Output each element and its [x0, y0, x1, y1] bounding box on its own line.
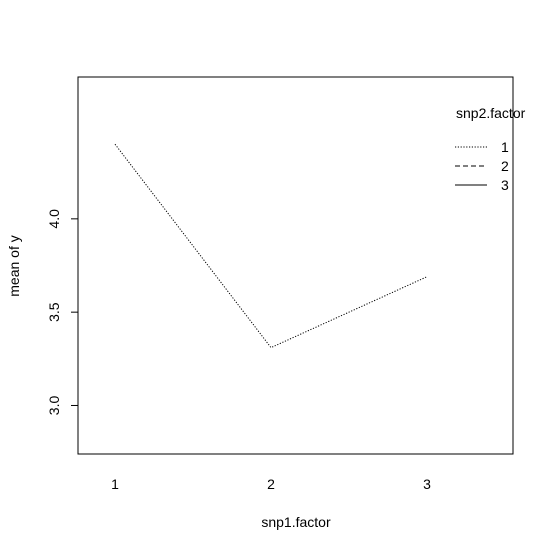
legend-label: 1: [501, 139, 509, 155]
y-tick-label: 3.0: [46, 396, 62, 416]
x-tick-label: 3: [423, 476, 431, 492]
series-layer: [114, 143, 428, 349]
legend-entries: 1 2 3: [455, 139, 509, 193]
series-line: [114, 143, 428, 349]
y-axis-label: mean of y: [6, 235, 22, 296]
x-tick-label: 1: [111, 476, 119, 492]
x-tick-label: 2: [267, 476, 275, 492]
legend-label: 2: [501, 158, 509, 174]
legend-label: 3: [501, 177, 509, 193]
x-axis: 1 2 3: [111, 476, 431, 492]
plot-frame: [77, 76, 514, 455]
y-tick-label: 3.5: [46, 302, 62, 322]
y-axis: 3.0 3.5 4.0: [46, 209, 78, 415]
legend-title: snp2.factor: [456, 105, 526, 121]
legend: snp2.factor 1 2 3: [455, 105, 526, 193]
y-tick-label: 4.0: [46, 209, 62, 229]
x-axis-label: snp1.factor: [261, 514, 331, 530]
